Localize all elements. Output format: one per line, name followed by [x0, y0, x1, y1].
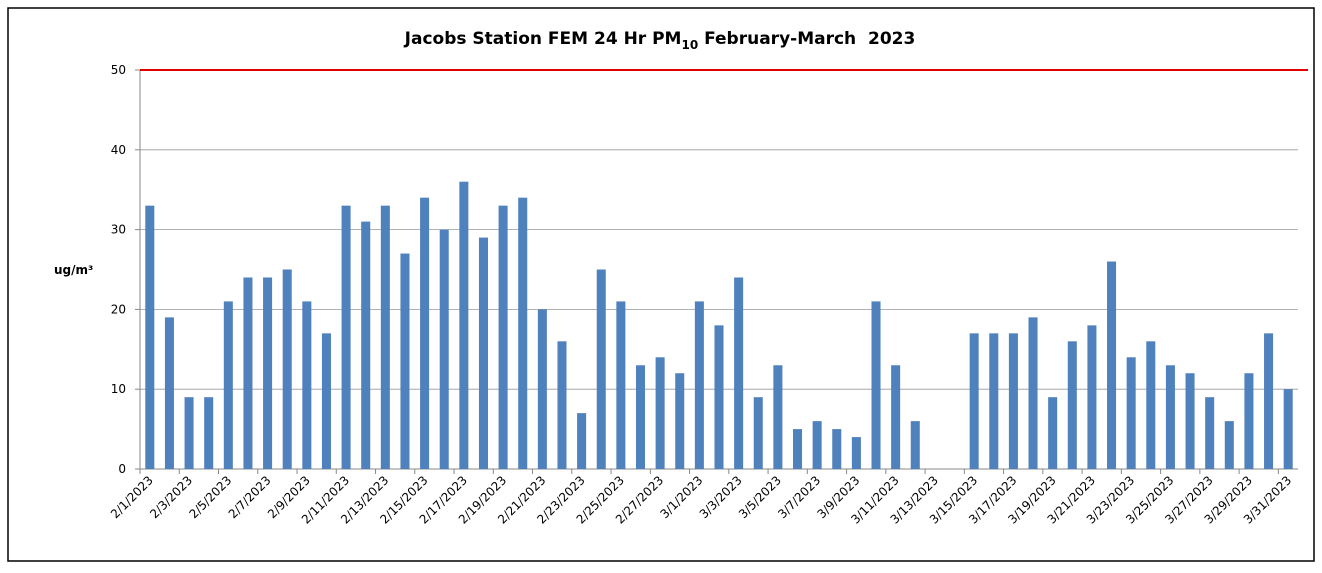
- y-tick-label: 40: [111, 143, 126, 157]
- title-part: February-March 2023: [698, 29, 915, 49]
- bar: [714, 325, 724, 469]
- bar: [1107, 261, 1117, 469]
- bar: [420, 197, 430, 469]
- bar: [635, 365, 646, 469]
- bar: [1048, 397, 1058, 469]
- bar: [851, 437, 861, 469]
- bar: [459, 181, 469, 469]
- bar: [1087, 325, 1097, 469]
- title-part: Jacobs Station FEM 24 Hr PM: [404, 29, 682, 49]
- bar: [204, 397, 214, 469]
- bar: [1224, 421, 1234, 469]
- y-tick-label: 20: [111, 302, 126, 316]
- bar: [1146, 341, 1156, 469]
- bar: [1028, 317, 1038, 469]
- y-tick-label: 50: [111, 63, 126, 77]
- bar: [184, 397, 194, 469]
- bar: [969, 333, 979, 469]
- bar: [439, 229, 449, 469]
- bar: [380, 205, 390, 469]
- bar: [812, 421, 822, 469]
- bar: [734, 277, 744, 469]
- bar: [577, 413, 587, 469]
- bar: [773, 365, 783, 469]
- bar: [557, 341, 567, 469]
- y-tick-label: 10: [111, 382, 126, 396]
- bar: [341, 205, 351, 469]
- bar: [164, 317, 174, 469]
- bar: [1264, 333, 1274, 469]
- y-tick-label: 0: [118, 462, 126, 476]
- bar: [400, 253, 410, 469]
- bar: [1244, 373, 1254, 469]
- bar: [753, 397, 763, 469]
- bar: [361, 221, 371, 469]
- bar: [1126, 357, 1136, 469]
- bar: [989, 333, 999, 469]
- y-tick-label: 30: [111, 223, 126, 237]
- bar: [792, 429, 803, 469]
- bar: [871, 301, 881, 469]
- bar: [321, 333, 331, 469]
- bar: [1165, 365, 1175, 469]
- title-subscript: 10: [681, 38, 698, 52]
- bar: [616, 301, 626, 469]
- bar: [263, 277, 273, 469]
- bar: [145, 205, 155, 469]
- bar: [1205, 397, 1215, 469]
- bar: [832, 429, 842, 469]
- y-axis-label: ug/m³: [54, 263, 93, 277]
- bar: [478, 237, 488, 469]
- chart-title: Jacobs Station FEM 24 Hr PM10 February-M…: [404, 29, 916, 52]
- bar: [891, 365, 901, 469]
- bar: [302, 301, 312, 469]
- bar: [1283, 389, 1293, 469]
- bar: [655, 357, 665, 469]
- bar: [675, 373, 685, 469]
- bar: [498, 205, 508, 469]
- bar: [1067, 341, 1077, 469]
- bar: [694, 301, 704, 469]
- bar: [596, 269, 606, 469]
- bar: [1008, 333, 1018, 469]
- bar: [243, 277, 253, 469]
- bar: [223, 301, 233, 469]
- bar: [518, 197, 528, 469]
- bar: [1185, 373, 1195, 469]
- bar: [282, 269, 292, 469]
- bar: [910, 421, 920, 469]
- bar: [537, 309, 547, 469]
